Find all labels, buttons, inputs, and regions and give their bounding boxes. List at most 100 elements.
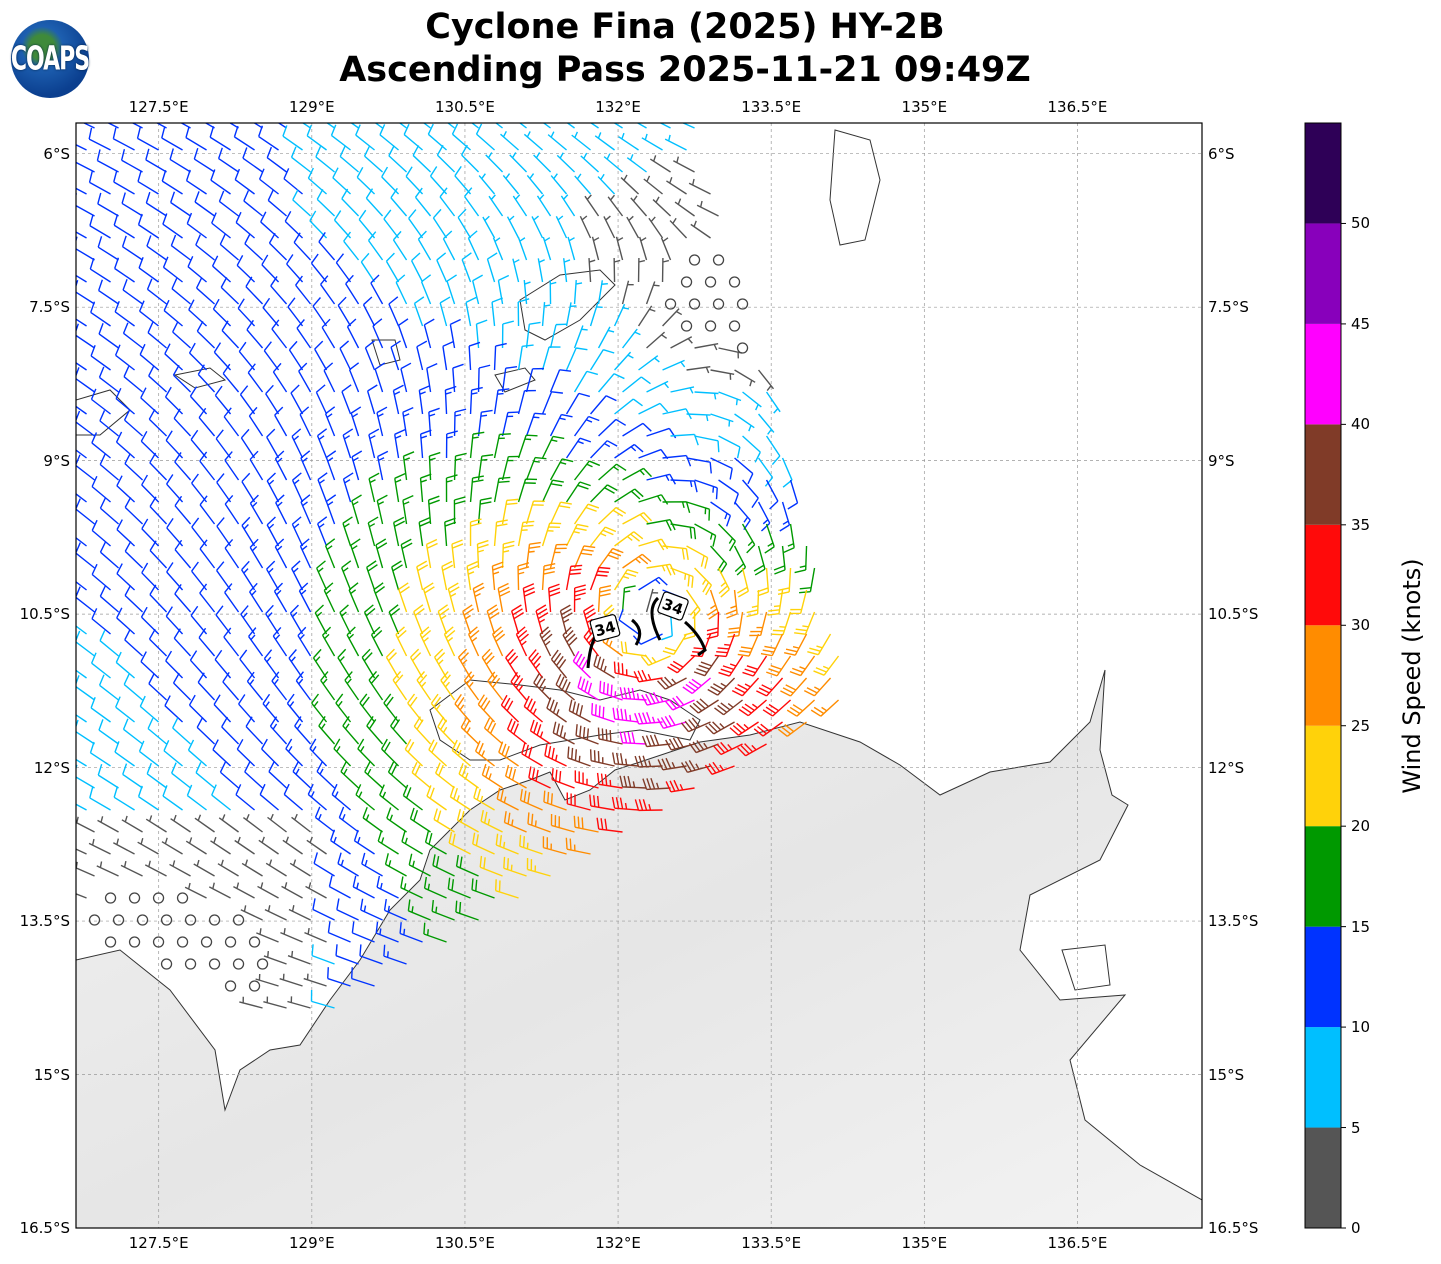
colorbar-tick-label: 15 xyxy=(1351,917,1371,936)
lat-tick-label-right: 10.5°S xyxy=(1208,605,1259,624)
wind-barb xyxy=(404,738,424,767)
wind-barb xyxy=(149,584,168,613)
calm-circle xyxy=(104,892,117,904)
wind-barb xyxy=(641,133,663,151)
wind-barb xyxy=(637,305,656,327)
wind-barb xyxy=(258,836,279,855)
wind-barb xyxy=(199,583,216,613)
wind-barb xyxy=(664,695,695,711)
wind-barb xyxy=(480,809,503,833)
wind-barb xyxy=(512,194,528,217)
wind-barb xyxy=(475,319,488,349)
wind-barb xyxy=(688,178,711,195)
wind-barb xyxy=(388,145,408,173)
wind-barb xyxy=(267,189,287,217)
wind-barb xyxy=(444,385,457,415)
wind-barb xyxy=(593,654,615,679)
wind-barb xyxy=(418,517,431,547)
wind-barb xyxy=(285,738,304,767)
wind-barb xyxy=(594,132,615,151)
colorbar-bin xyxy=(1305,1027,1341,1128)
wind-barb xyxy=(473,786,495,811)
wind-barb xyxy=(169,148,191,173)
wind-barb xyxy=(393,516,405,547)
wind-barb xyxy=(268,761,288,789)
wind-barb xyxy=(333,210,352,239)
wind-barb xyxy=(525,456,547,481)
colorbar-bin xyxy=(1305,424,1341,525)
wind-barb xyxy=(449,318,461,349)
wind-barb xyxy=(264,905,287,921)
wind-barb xyxy=(423,922,447,943)
wind-barb xyxy=(622,422,652,437)
wind-barb xyxy=(211,255,232,283)
wind-barb xyxy=(287,996,311,1009)
wind-barb xyxy=(76,193,95,217)
wind-barb xyxy=(313,852,335,877)
wind-barb xyxy=(614,398,643,415)
wind-barb xyxy=(521,742,543,767)
wind-barb xyxy=(666,177,687,195)
colorbar-bin xyxy=(1305,524,1341,626)
wind-barb xyxy=(90,345,111,371)
wind-barb xyxy=(549,279,557,305)
wind-barb xyxy=(548,583,561,613)
wind-barb xyxy=(375,921,399,943)
wind-barb xyxy=(346,626,360,657)
wind-barb xyxy=(210,169,231,195)
wind-barb xyxy=(266,560,280,591)
wind-barb xyxy=(673,156,695,173)
wind-barb xyxy=(99,453,119,481)
wind-barb xyxy=(481,763,503,789)
lat-tick-label-right: 12°S xyxy=(1208,758,1245,777)
wind-barb xyxy=(114,257,135,283)
wind-barb xyxy=(145,191,167,217)
wind-barb xyxy=(447,877,471,899)
wind-barb xyxy=(246,319,264,349)
wind-barb xyxy=(281,882,303,899)
wind-barb xyxy=(188,342,208,371)
wind-barb xyxy=(573,545,596,569)
wind-barb xyxy=(506,718,527,745)
wind-barb xyxy=(686,366,711,374)
wind-barb xyxy=(641,734,671,748)
wind-barb xyxy=(646,563,676,576)
wind-barb xyxy=(652,196,672,217)
wind-barb xyxy=(504,764,527,789)
wind-barb xyxy=(501,365,518,393)
wind-barb xyxy=(409,648,424,679)
wind-barb xyxy=(430,693,448,723)
wind-barb xyxy=(573,415,600,437)
wind-barb xyxy=(321,318,336,349)
wind-barb xyxy=(392,384,404,415)
wind-barb xyxy=(96,149,119,173)
wind-barb xyxy=(197,364,216,393)
wind-barb xyxy=(76,144,87,151)
wind-barb xyxy=(469,386,483,415)
wind-barb xyxy=(269,716,288,745)
wind-barb xyxy=(244,233,264,261)
wind-barb xyxy=(565,523,589,547)
wind-barb xyxy=(456,809,479,833)
wind-barb xyxy=(263,341,280,371)
wind-barb xyxy=(187,256,207,283)
wind-barb xyxy=(233,125,255,151)
wind-barb xyxy=(116,519,136,547)
wind-barb xyxy=(433,808,455,833)
wind-barb xyxy=(341,188,360,217)
wind-barb xyxy=(146,762,167,789)
wind-barb xyxy=(491,297,503,327)
wind-barb xyxy=(434,648,448,679)
wind-barb xyxy=(411,761,431,789)
wind-barb xyxy=(503,811,527,833)
wind-barb xyxy=(500,130,520,151)
wind-barb xyxy=(339,340,352,371)
wind-barb xyxy=(598,506,627,525)
wind-barb xyxy=(681,123,695,129)
wind-barb xyxy=(148,673,168,701)
wind-barb xyxy=(273,582,288,613)
wind-barb xyxy=(272,362,288,393)
wind-barb xyxy=(659,123,671,129)
wind-barb xyxy=(718,435,741,459)
wind-barb xyxy=(239,385,256,415)
